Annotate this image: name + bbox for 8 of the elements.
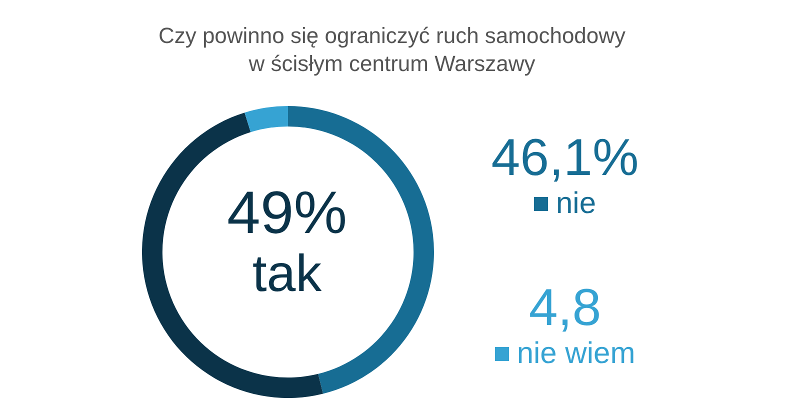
data-label: 46,1% [490,129,640,188]
chart-title: Czy powinno się ograniczyć ruch samochodowy [157,22,627,50]
data-label: 49% [226,179,348,246]
chart-subtitle: w ścisłym centrum Warszawy [248,50,536,77]
legend-label: nie [556,187,596,220]
slice-label: tak [252,245,322,304]
data-label: 4,8 [528,279,602,338]
legend-label: nie wiem [516,337,636,370]
